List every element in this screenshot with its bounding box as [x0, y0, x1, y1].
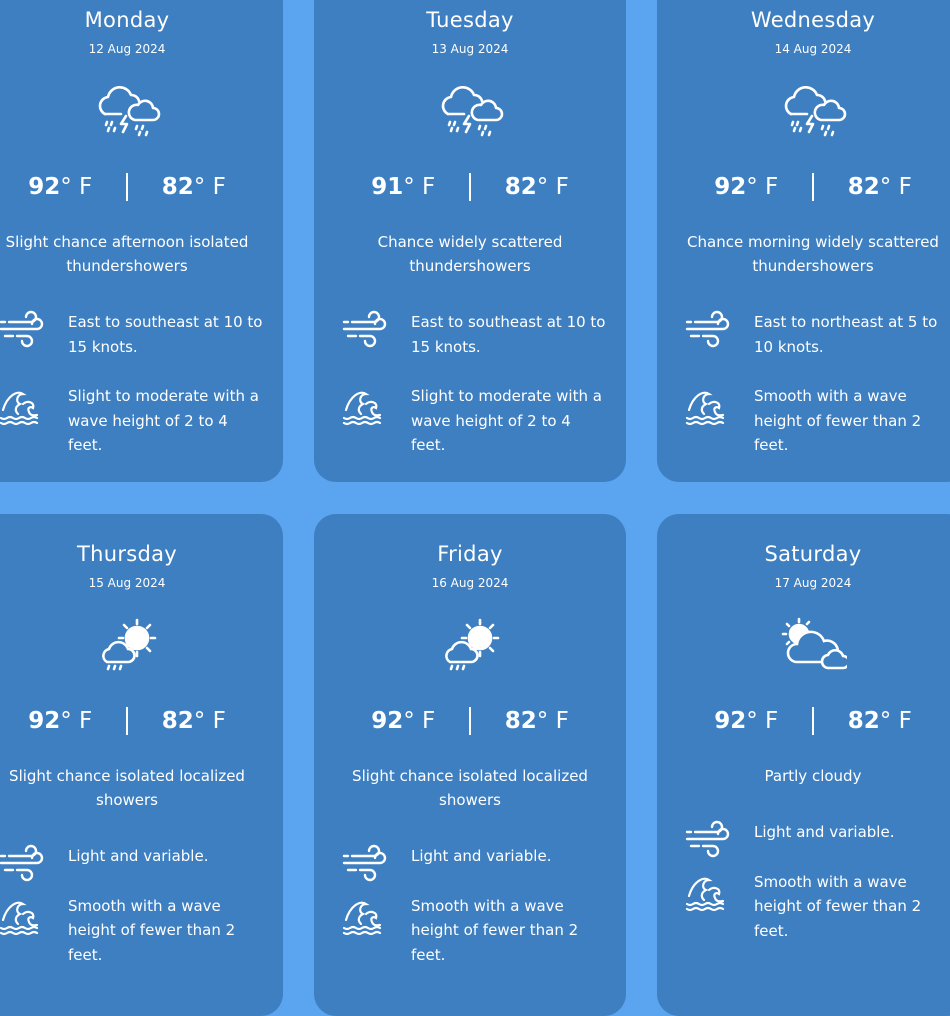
- sun-shower-icon: [445, 618, 500, 671]
- temperatures: 92° F 82° F: [657, 173, 950, 201]
- weather-description: Slight chance isolated localized showers: [9, 767, 245, 809]
- day-date: 13 Aug 2024: [431, 42, 509, 56]
- waves-text: Slight to moderate with a wave height of…: [68, 387, 259, 454]
- thunderstorm-icon: [98, 85, 161, 137]
- divider: [469, 707, 471, 735]
- forecast-card-tuesday: Tuesday 13 Aug 2024 91° F 82° F Chance w…: [314, 0, 626, 482]
- day-name: Friday: [437, 542, 503, 566]
- temperatures: 92° F 82° F: [657, 707, 950, 735]
- marine-details: East to southeast at 10 to 15 knots. Sli…: [314, 310, 626, 483]
- wind-icon: [685, 310, 730, 348]
- waves-row: Slight to moderate with a wave height of…: [0, 384, 283, 458]
- high-temp: 92° F: [714, 174, 779, 200]
- waves-text: Smooth with a wave height of fewer than …: [754, 872, 922, 940]
- low-temp: 82° F: [504, 174, 569, 200]
- marine-details: East to southeast at 10 to 15 knots. Sli…: [0, 310, 283, 483]
- weather-description: Chance widely scattered thundershowers: [377, 233, 563, 275]
- wind-row: Light and variable.: [657, 820, 950, 858]
- day-date: 14 Aug 2024: [774, 42, 852, 56]
- forecast-card-monday: Monday 12 Aug 2024 92° F 82° F Slight ch…: [0, 0, 283, 482]
- waves-text: Smooth with a wave height of fewer than …: [754, 387, 922, 454]
- marine-details: East to northeast at 5 to 10 knots. Smoo…: [657, 310, 950, 483]
- waves-text: Smooth with a wave height of fewer than …: [411, 896, 579, 964]
- temperatures: 92° F 82° F: [0, 707, 283, 735]
- low-temp: 82° F: [847, 174, 912, 200]
- divider: [812, 173, 814, 201]
- thunderstorm-icon: [784, 85, 847, 137]
- sun-shower-icon: [102, 618, 157, 671]
- low-temp: 82° F: [161, 708, 226, 734]
- marine-details: Light and variable. Smooth with a wave h…: [0, 844, 283, 992]
- waves-row: Smooth with a wave height of fewer than …: [314, 894, 626, 968]
- forecast-card-friday: Friday 16 Aug 2024 92° F 82° F Slight ch…: [314, 514, 626, 1016]
- partly-cloudy-icon: [781, 617, 847, 670]
- day-date: 17 Aug 2024: [774, 576, 852, 590]
- divider: [126, 707, 128, 735]
- wind-text: East to southeast at 10 to 15 knots.: [68, 313, 263, 356]
- day-date: 16 Aug 2024: [431, 576, 509, 590]
- waves-row: Slight to moderate with a wave height of…: [314, 384, 626, 458]
- wind-row: East to southeast at 10 to 15 knots.: [314, 310, 626, 359]
- wind-icon: [342, 844, 387, 882]
- forecast-card-saturday: Saturday 17 Aug 2024 92° F 82° F Partly …: [657, 514, 950, 1016]
- wind-text: Light and variable.: [411, 847, 552, 865]
- waves-icon: [0, 901, 39, 935]
- wind-row: East to northeast at 5 to 10 knots.: [657, 310, 950, 359]
- high-temp: 92° F: [28, 708, 93, 734]
- low-temp: 82° F: [504, 708, 569, 734]
- wind-icon: [342, 310, 387, 348]
- weather-description: Slight chance isolated localized showers: [352, 767, 588, 809]
- wind-text: Light and variable.: [68, 847, 209, 865]
- wind-icon: [0, 310, 44, 348]
- wind-row: East to southeast at 10 to 15 knots.: [0, 310, 283, 359]
- waves-icon: [685, 877, 725, 911]
- wind-icon: [685, 820, 730, 858]
- forecast-card-thursday: Thursday 15 Aug 2024 92° F 82° F Slight …: [0, 514, 283, 1016]
- temperatures: 92° F 82° F: [314, 707, 626, 735]
- waves-row: Smooth with a wave height of fewer than …: [657, 870, 950, 944]
- marine-details: Light and variable. Smooth with a wave h…: [657, 820, 950, 968]
- divider: [469, 173, 471, 201]
- low-temp: 82° F: [847, 708, 912, 734]
- wind-row: Light and variable.: [314, 844, 626, 882]
- divider: [126, 173, 128, 201]
- wind-row: Light and variable.: [0, 844, 283, 882]
- high-temp: 92° F: [371, 708, 436, 734]
- weather-description: Chance morning widely scattered thunders…: [687, 233, 939, 275]
- low-temp: 82° F: [161, 174, 226, 200]
- wind-icon: [0, 844, 44, 882]
- waves-text: Slight to moderate with a wave height of…: [411, 387, 602, 454]
- day-date: 12 Aug 2024: [88, 42, 166, 56]
- day-name: Wednesday: [750, 8, 876, 32]
- thunderstorm-icon: [441, 85, 504, 137]
- day-name: Saturday: [764, 542, 862, 566]
- waves-icon: [685, 391, 725, 426]
- temperatures: 92° F 82° F: [0, 173, 283, 201]
- wind-text: East to northeast at 5 to 10 knots.: [754, 313, 938, 356]
- high-temp: 92° F: [714, 708, 779, 734]
- marine-details: Light and variable. Smooth with a wave h…: [314, 844, 626, 992]
- waves-icon: [0, 391, 39, 426]
- high-temp: 91° F: [371, 174, 436, 200]
- forecast-card-wednesday: Wednesday 14 Aug 2024 92° F 82° F Chance…: [657, 0, 950, 482]
- day-name: Thursday: [76, 542, 178, 566]
- temperatures: 91° F 82° F: [314, 173, 626, 201]
- weather-description: Slight chance afternoon isolated thunder…: [5, 233, 249, 275]
- waves-icon: [342, 901, 382, 935]
- wind-text: East to southeast at 10 to 15 knots.: [411, 313, 606, 356]
- day-date: 15 Aug 2024: [88, 576, 166, 590]
- divider: [812, 707, 814, 735]
- waves-row: Smooth with a wave height of fewer than …: [0, 894, 283, 968]
- waves-row: Smooth with a wave height of fewer than …: [657, 384, 950, 458]
- weather-description: Partly cloudy: [764, 767, 862, 785]
- day-name: Monday: [84, 8, 170, 32]
- waves-icon: [342, 391, 382, 426]
- high-temp: 92° F: [28, 174, 93, 200]
- waves-text: Smooth with a wave height of fewer than …: [68, 896, 236, 964]
- day-name: Tuesday: [426, 8, 514, 32]
- wind-text: Light and variable.: [754, 823, 895, 841]
